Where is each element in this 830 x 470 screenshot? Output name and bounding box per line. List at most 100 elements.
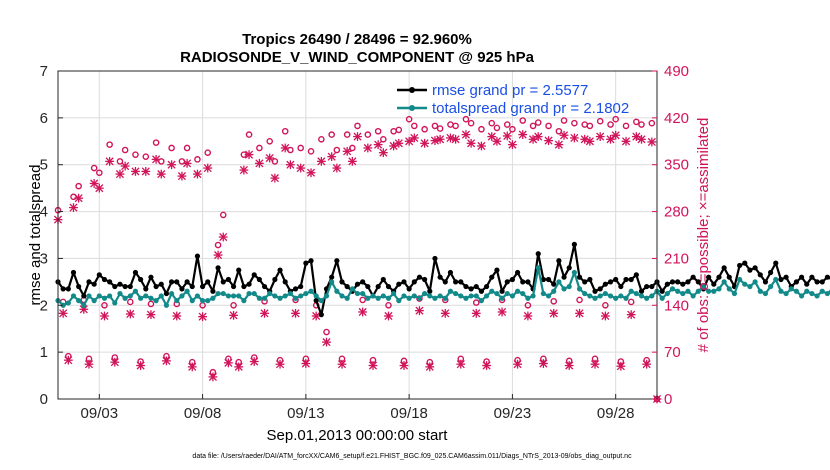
series-point-rmse <box>158 281 164 287</box>
series-point-totalspread <box>489 288 495 294</box>
obs-possible-marker <box>359 296 366 304</box>
series-point-totalspread <box>437 293 443 299</box>
obs-assimilated-marker <box>239 165 249 175</box>
obs-possible-marker <box>101 301 108 309</box>
series-point-totalspread <box>267 290 273 297</box>
series-point-totalspread <box>96 293 102 299</box>
series-point-totalspread <box>525 295 531 301</box>
obs-possible-marker <box>70 193 77 201</box>
x-tick-label: 09/23 <box>494 405 532 422</box>
series-point-rmse <box>318 312 324 318</box>
obs-assimilated-marker <box>600 311 610 321</box>
obs-possible-marker <box>75 182 82 190</box>
obs-assimilated-marker <box>229 310 238 320</box>
legend-rmse-marker <box>409 87 415 93</box>
obs-assimilated-marker <box>502 131 512 141</box>
series-point-totalspread <box>809 290 815 297</box>
obs-assimilated-marker <box>337 359 347 369</box>
series-point-totalspread <box>664 290 670 297</box>
series-point-rmse <box>81 293 87 299</box>
y2-tick-label: 70 <box>664 344 681 361</box>
obs-possible-marker <box>488 119 496 127</box>
obs-assimilated-marker <box>461 130 471 139</box>
obs-assimilated-marker <box>518 130 528 139</box>
series-layer <box>55 241 830 318</box>
series-point-rmse <box>768 269 774 276</box>
obs-assimilated-marker <box>213 250 223 260</box>
y2-tick-label: 0 <box>664 391 672 408</box>
series-point-rmse <box>272 276 278 283</box>
series-point-totalspread <box>819 288 825 294</box>
obs-assimilated-marker <box>208 372 218 382</box>
y2-tick-label: 210 <box>664 250 689 267</box>
series-point-totalspread <box>210 295 216 301</box>
series-point-totalspread <box>473 293 479 299</box>
series-point-rmse <box>199 283 206 290</box>
series-point-totalspread <box>793 288 800 294</box>
obs-assimilated-marker <box>285 160 295 170</box>
series-point-totalspread <box>391 290 397 297</box>
series-point-rmse <box>184 279 190 285</box>
series-point-rmse <box>793 279 800 285</box>
series-point-rmse <box>706 274 712 280</box>
series-point-rmse <box>122 283 128 290</box>
series-point-totalspread <box>716 286 722 292</box>
series-point-totalspread <box>509 293 516 299</box>
series-point-rmse <box>545 276 552 283</box>
obs-possible-marker <box>405 115 413 123</box>
obs-possible-marker <box>509 125 516 133</box>
series-point-rmse <box>551 281 557 287</box>
series-point-rmse <box>189 283 195 290</box>
series-point-rmse <box>458 279 464 285</box>
series-point-totalspread <box>628 288 634 294</box>
obs-assimilated-marker <box>477 141 486 151</box>
obs-assimilated-marker <box>94 183 104 193</box>
y2-axis-label: # of obs: o=possible; ×=assimilated <box>695 118 712 353</box>
obs-assimilated-marker <box>621 136 631 146</box>
obs-possible-marker <box>374 127 382 135</box>
series-point-totalspread <box>122 295 128 301</box>
series-point-rmse <box>246 281 252 287</box>
obs-assimilated-marker <box>162 356 171 366</box>
series-point-totalspread <box>540 290 546 297</box>
obs-assimilated-marker <box>177 171 187 181</box>
obs-assimilated-marker <box>182 158 192 168</box>
series-point-totalspread <box>261 295 268 301</box>
series-point-rmse <box>354 281 361 287</box>
series-point-totalspread <box>163 302 170 308</box>
series-point-rmse <box>169 279 175 285</box>
series-point-rmse <box>375 283 381 290</box>
series-point-rmse <box>138 276 144 283</box>
series-point-rmse <box>499 288 505 294</box>
legend: rmse grand pr = 2.5577 totalspread grand… <box>397 82 629 117</box>
series-point-totalspread <box>442 295 448 301</box>
obs-assimilated-marker <box>554 140 564 150</box>
obs-possible-marker <box>343 131 351 138</box>
series-point-rmse <box>313 298 319 304</box>
series-point-totalspread <box>153 298 159 304</box>
obs-assimilated-marker <box>482 361 491 370</box>
obs-possible-marker <box>90 164 98 172</box>
series-point-rmse <box>669 279 676 285</box>
series-point-rmse <box>251 272 257 278</box>
series-point-totalspread <box>308 288 314 294</box>
series-point-rmse <box>561 274 567 280</box>
series-point-totalspread <box>225 293 232 299</box>
obs-assimilated-marker <box>440 308 450 318</box>
obs-possible-marker <box>421 125 428 133</box>
series-point-totalspread <box>669 286 676 292</box>
series-point-totalspread <box>623 295 629 301</box>
obs-assimilated-marker <box>63 355 73 365</box>
obs-possible-marker <box>116 158 124 165</box>
series-point-rmse <box>489 274 495 280</box>
obs-assimilated-marker <box>84 359 94 369</box>
obs-assimilated-marker <box>430 136 440 146</box>
series-point-rmse <box>592 288 598 294</box>
series-point-rmse <box>783 274 789 280</box>
series-point-totalspread <box>370 293 376 299</box>
obs-possible-marker <box>183 144 191 152</box>
obs-possible-marker <box>519 117 527 124</box>
obs-possible-marker <box>545 122 552 130</box>
obs-possible-marker <box>638 121 645 128</box>
y2-tick-label: 490 <box>664 63 689 80</box>
